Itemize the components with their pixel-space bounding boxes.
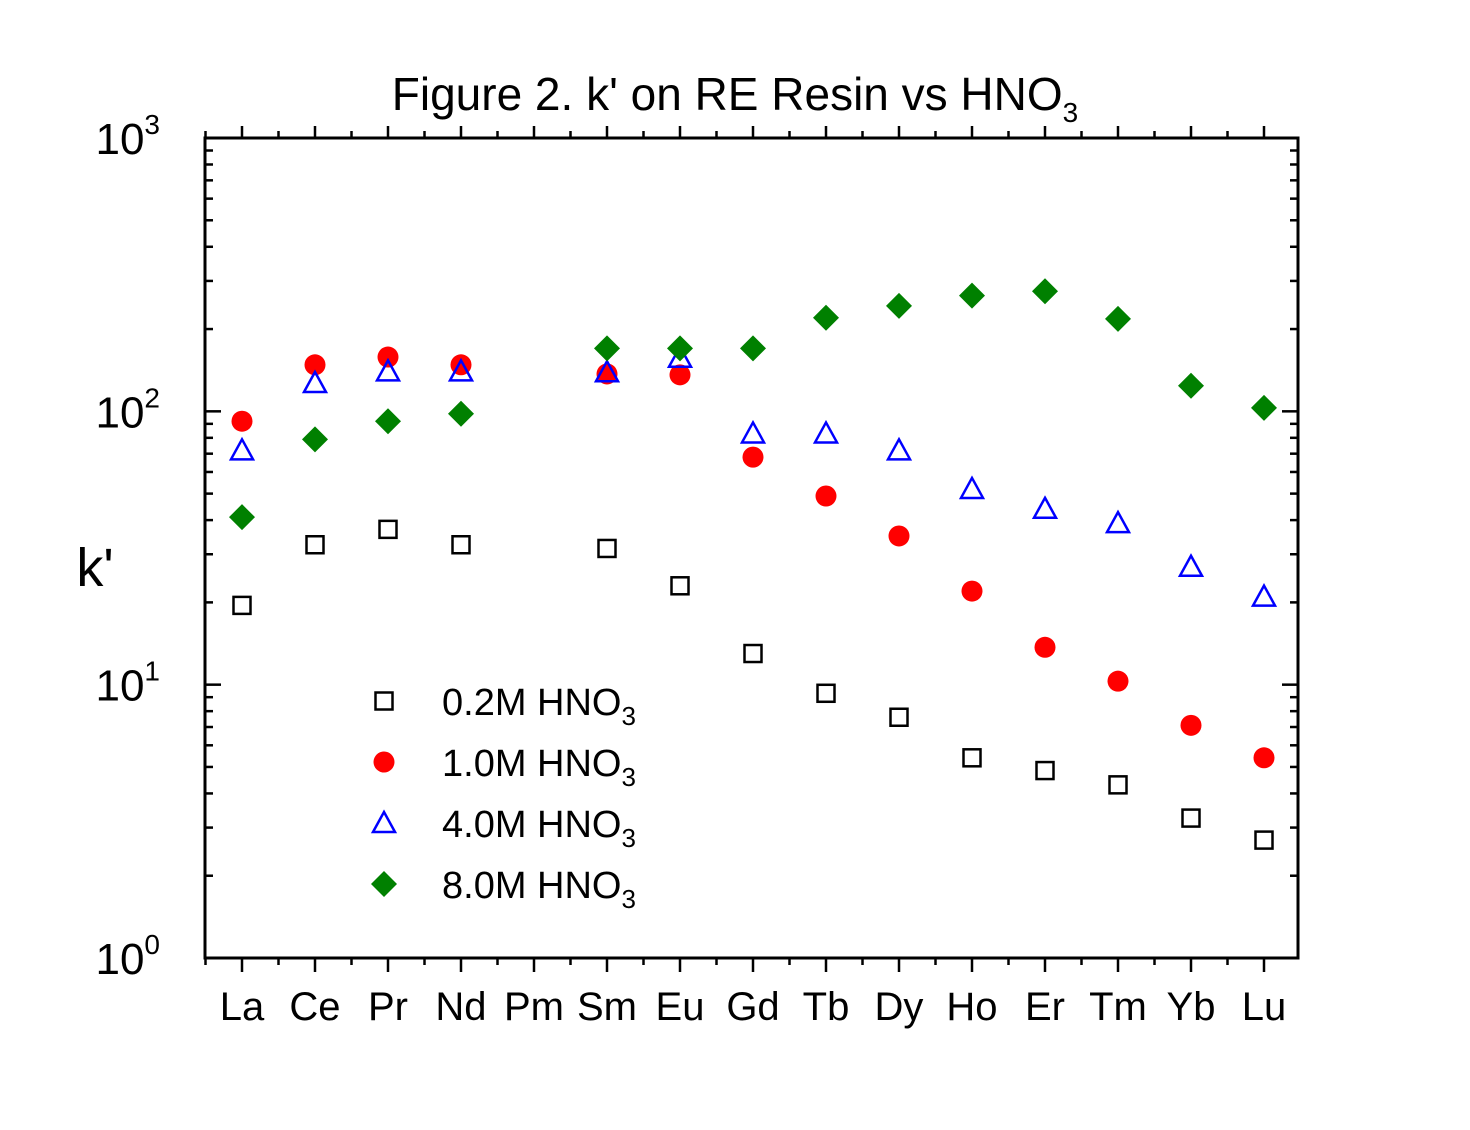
data-point-filled-diamond bbox=[375, 408, 401, 435]
data-point-filled-diamond bbox=[886, 292, 912, 319]
data-point-filled-circle bbox=[888, 525, 910, 547]
data-point-filled-circle bbox=[815, 485, 837, 507]
data-point-open-triangle bbox=[958, 475, 986, 500]
x-tick-label: La bbox=[220, 985, 265, 1029]
x-tick-label: Tb bbox=[803, 985, 850, 1029]
data-point-filled-diamond bbox=[229, 504, 255, 531]
data-point-open-square bbox=[889, 707, 909, 727]
data-point-open-triangle bbox=[1177, 553, 1205, 578]
data-point-filled-diamond bbox=[1178, 372, 1204, 399]
data-point-filled-circle bbox=[669, 364, 691, 386]
legend-label: 1.0M HNO3 bbox=[442, 743, 636, 792]
x-tick-label: Lu bbox=[1242, 985, 1287, 1029]
x-tick-label: Er bbox=[1025, 985, 1065, 1029]
data-point-open-triangle bbox=[885, 436, 913, 461]
plot-frame bbox=[203, 136, 1300, 960]
data-point-filled-diamond bbox=[1251, 394, 1277, 421]
tick-layer: 100 101 102 103 La Ce Pr Nd Pm Sm Eu Gd Tb Dy Ho Er Tm Yb… bbox=[95, 109, 1298, 1029]
data-point-open-triangle bbox=[228, 436, 256, 461]
data-point-open-triangle bbox=[1250, 582, 1278, 607]
chart-title: Figure 2. k' on RE Resin vs HNO3 bbox=[392, 68, 1078, 128]
y-tick-label: 102 bbox=[95, 382, 160, 437]
x-tick-label: Pr bbox=[368, 985, 408, 1029]
legend-label: 4.0M HNO3 bbox=[442, 804, 636, 853]
data-point-filled-diamond bbox=[959, 282, 985, 309]
data-point-open-triangle bbox=[812, 419, 840, 444]
data-point-filled-circle bbox=[742, 446, 764, 468]
x-tick-label: Sm bbox=[577, 985, 637, 1029]
legend-marker-open-square bbox=[374, 691, 394, 711]
data-point-filled-diamond bbox=[740, 335, 766, 362]
data-point-filled-diamond bbox=[813, 304, 839, 331]
x-tick-label: Dy bbox=[875, 985, 924, 1029]
data-point-filled-circle bbox=[377, 346, 399, 368]
data-point-filled-diamond bbox=[448, 400, 474, 427]
data-point-open-triangle bbox=[301, 369, 329, 394]
data-point-open-square bbox=[451, 535, 471, 555]
data-point-open-triangle bbox=[739, 419, 767, 444]
legend-label: 8.0M HNO3 bbox=[442, 865, 636, 914]
data-point-open-triangle bbox=[374, 357, 402, 382]
data-point-filled-circle bbox=[304, 354, 326, 376]
data-point-filled-circle bbox=[231, 410, 253, 432]
data-point-open-triangle bbox=[593, 358, 621, 383]
x-tick-label: Gd bbox=[726, 985, 779, 1029]
data-point-filled-diamond bbox=[594, 335, 620, 362]
data-point-filled-diamond bbox=[667, 335, 693, 362]
y-tick-label: 101 bbox=[95, 656, 160, 711]
data-point-open-square bbox=[232, 595, 252, 616]
x-tick-label: Yb bbox=[1167, 985, 1216, 1029]
data-point-open-square bbox=[743, 643, 763, 664]
data-point-filled-circle bbox=[1253, 747, 1275, 769]
x-tick-label: Ce bbox=[289, 985, 340, 1029]
x-tick-label: Nd bbox=[435, 985, 486, 1029]
data-point-filled-circle bbox=[1107, 670, 1129, 692]
data-point-filled-diamond bbox=[1032, 278, 1058, 305]
data-point-open-square bbox=[305, 535, 325, 555]
x-tick-label: Eu bbox=[656, 985, 705, 1029]
data-point-filled-circle bbox=[1034, 636, 1056, 658]
data-point-open-triangle bbox=[1104, 509, 1132, 534]
data-point-open-triangle bbox=[666, 344, 694, 369]
legend: 0.2M HNO3 1.0M HNO3 4.0M HNO3 8.0M HNO3 bbox=[370, 682, 636, 914]
data-point-open-square bbox=[597, 538, 617, 559]
data-point-open-square bbox=[670, 576, 690, 596]
data-point-open-square bbox=[1035, 760, 1055, 781]
data-point-open-triangle bbox=[1031, 495, 1059, 520]
legend-label: 0.2M HNO3 bbox=[442, 682, 636, 731]
y-tick-label: 100 bbox=[95, 929, 160, 984]
y-tick-label: 103 bbox=[95, 109, 160, 164]
data-point-filled-diamond bbox=[1105, 305, 1131, 332]
x-tick-label: Ho bbox=[946, 985, 997, 1029]
data-point-filled-diamond bbox=[302, 426, 328, 453]
y-axis-label: k' bbox=[76, 538, 113, 598]
data-point-open-triangle bbox=[447, 357, 475, 382]
data-point-open-square bbox=[1108, 775, 1128, 795]
legend-marker-open-triangle bbox=[370, 809, 398, 834]
data-point-open-square bbox=[816, 683, 836, 704]
data-point-filled-circle bbox=[1180, 714, 1202, 736]
data-point-open-square bbox=[962, 748, 982, 768]
data-point-filled-circle bbox=[961, 580, 983, 602]
legend-marker-filled-circle bbox=[373, 751, 395, 773]
data-point-open-square bbox=[378, 519, 398, 540]
data-point-open-square bbox=[1254, 830, 1274, 850]
x-tick-label: Tm bbox=[1089, 985, 1147, 1029]
legend-marker-filled-diamond bbox=[371, 871, 397, 897]
data-point-open-square bbox=[1181, 808, 1201, 828]
x-tick-label: Pm bbox=[504, 985, 564, 1029]
marks-layer bbox=[228, 278, 1278, 850]
